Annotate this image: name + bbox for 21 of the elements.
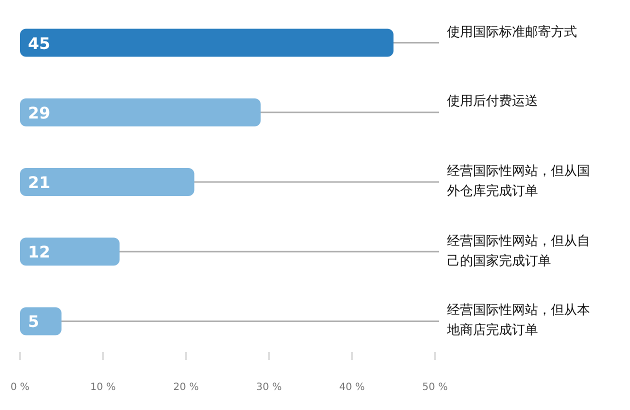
bar	[20, 168, 194, 196]
bar	[20, 28, 394, 57]
y-tick-label: 使用国际标准邮寄方式	[447, 24, 578, 42]
y-tick-label: 经营国际性网站，但从本地商店完成订单	[447, 302, 591, 340]
bar	[20, 238, 120, 266]
bar	[20, 307, 62, 336]
data-label: 12	[28, 242, 50, 262]
x-tick-label: 30 %	[256, 382, 282, 393]
bar	[20, 98, 261, 126]
data-label: 29	[28, 103, 50, 122]
x-tick-label: 10 %	[90, 382, 116, 393]
x-tick-label: 50 %	[422, 382, 448, 393]
y-tick-label: 使用后付费运送	[447, 93, 539, 112]
data-label: 21	[28, 173, 50, 192]
y-tick-label: 经营国际性网站，但从自己的国家完成订单	[447, 232, 591, 271]
data-label: 5	[28, 312, 40, 332]
y-tick-label: 经营国际性网站，但从国外仓库完成订单	[447, 163, 591, 201]
x-tick-label: 40 %	[339, 382, 365, 393]
data-label: 45	[28, 34, 50, 53]
x-tick-label: 0 %	[10, 382, 30, 393]
x-tick-label: 20 %	[173, 382, 199, 393]
